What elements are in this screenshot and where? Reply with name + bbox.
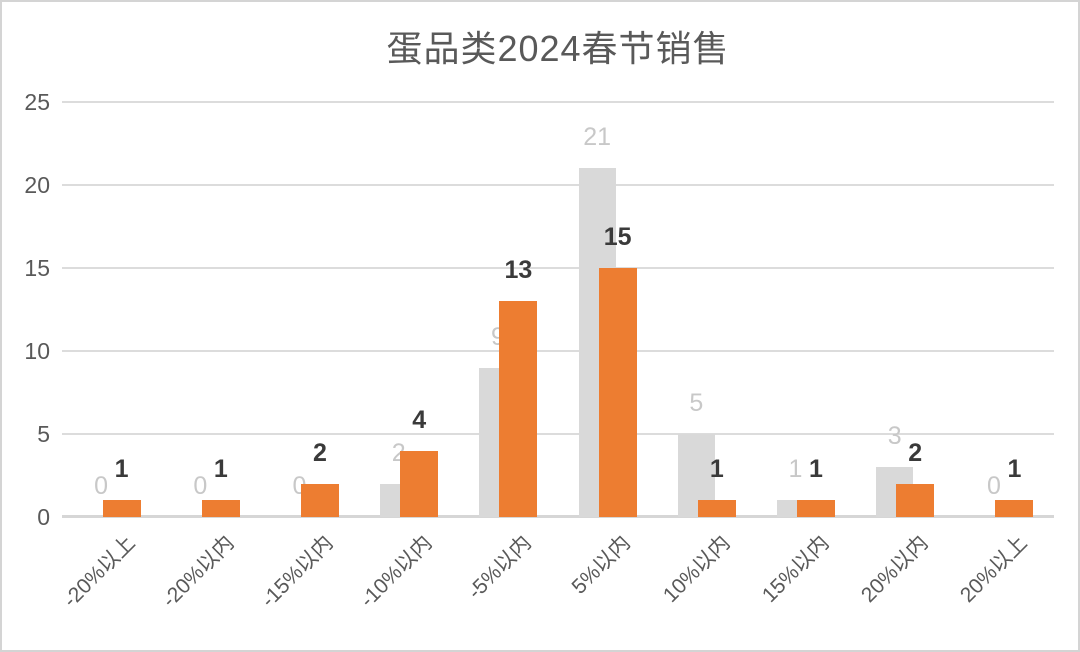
bar-label-gray-series: 0 — [986, 472, 1001, 500]
bar-label-orange-series: 1 — [114, 455, 129, 484]
bar-label-gray-series: 21 — [583, 123, 611, 152]
x-axis-category-label-text: -5%以内 — [463, 531, 536, 604]
x-axis-category-label-text: 5%以内 — [567, 531, 636, 599]
x-axis-category-label-text: 20%以内 — [857, 531, 933, 607]
gridline — [62, 350, 1054, 352]
bar-orange-series — [102, 500, 141, 517]
bar-orange-series — [201, 500, 240, 517]
y-axis-tick-label: 5 — [37, 421, 50, 447]
bar-label-gray-series: 3 — [887, 422, 902, 451]
bar-label-orange-series: 15 — [603, 223, 632, 251]
bar-label-gray-series: 0 — [193, 472, 208, 500]
bar-orange-series — [995, 500, 1034, 517]
bar-label-gray-series: 1 — [788, 455, 803, 484]
bar-orange-series — [697, 500, 736, 517]
gridline — [62, 267, 1054, 269]
plot-area: 0 1 0 1 0 2 2 4 9 13 21 15 5 1 1 1 3 2 0 1 — [62, 101, 1054, 518]
bar-orange-series — [400, 450, 439, 517]
x-axis-category-label-text: -15%以内 — [256, 531, 338, 612]
bar-label-orange-series: 1 — [809, 455, 823, 484]
x-axis-category-label-text: -10%以内 — [356, 531, 437, 612]
bar-label-orange-series: 2 — [313, 438, 327, 467]
bar-orange-series — [797, 500, 835, 517]
bar-label-orange-series: 1 — [213, 455, 228, 484]
bar-label-gray-series: 0 — [94, 472, 109, 500]
bar-label-orange-series: 2 — [908, 438, 923, 467]
bar-label-orange-series: 13 — [504, 256, 533, 285]
x-axis-category-label-text: -20%以上 — [58, 531, 140, 612]
x-axis-category-label-text: 10%以内 — [658, 531, 735, 607]
y-axis-tick-label: 0 — [37, 504, 50, 530]
y-axis-tick-label: 10 — [24, 338, 50, 364]
bar-label-orange-series: 4 — [412, 405, 427, 434]
gridline — [62, 101, 1054, 103]
y-axis-tick-label: 25 — [24, 89, 50, 115]
bar-label-gray-series: 5 — [689, 389, 704, 417]
x-axis-line — [62, 515, 1054, 518]
y-axis-tick-label: 15 — [24, 255, 50, 281]
bar-label-orange-series: 1 — [709, 455, 724, 484]
x-axis-category-label-text: -20%以内 — [157, 531, 239, 612]
bar-orange-series — [301, 483, 339, 517]
bar-orange-series — [499, 301, 538, 517]
gridline — [62, 184, 1054, 186]
bar-label-orange-series: 1 — [1007, 455, 1022, 484]
x-axis-category-label-text: 20%以上 — [956, 531, 1032, 607]
chart-title: 蛋品类2024春节销售 — [386, 28, 730, 69]
y-axis-tick-label: 20 — [24, 172, 50, 198]
gridline — [62, 433, 1054, 435]
x-axis-category-label-text: 15%以内 — [757, 531, 834, 607]
bar-orange-series — [598, 268, 637, 517]
bar-orange-series — [896, 483, 935, 517]
